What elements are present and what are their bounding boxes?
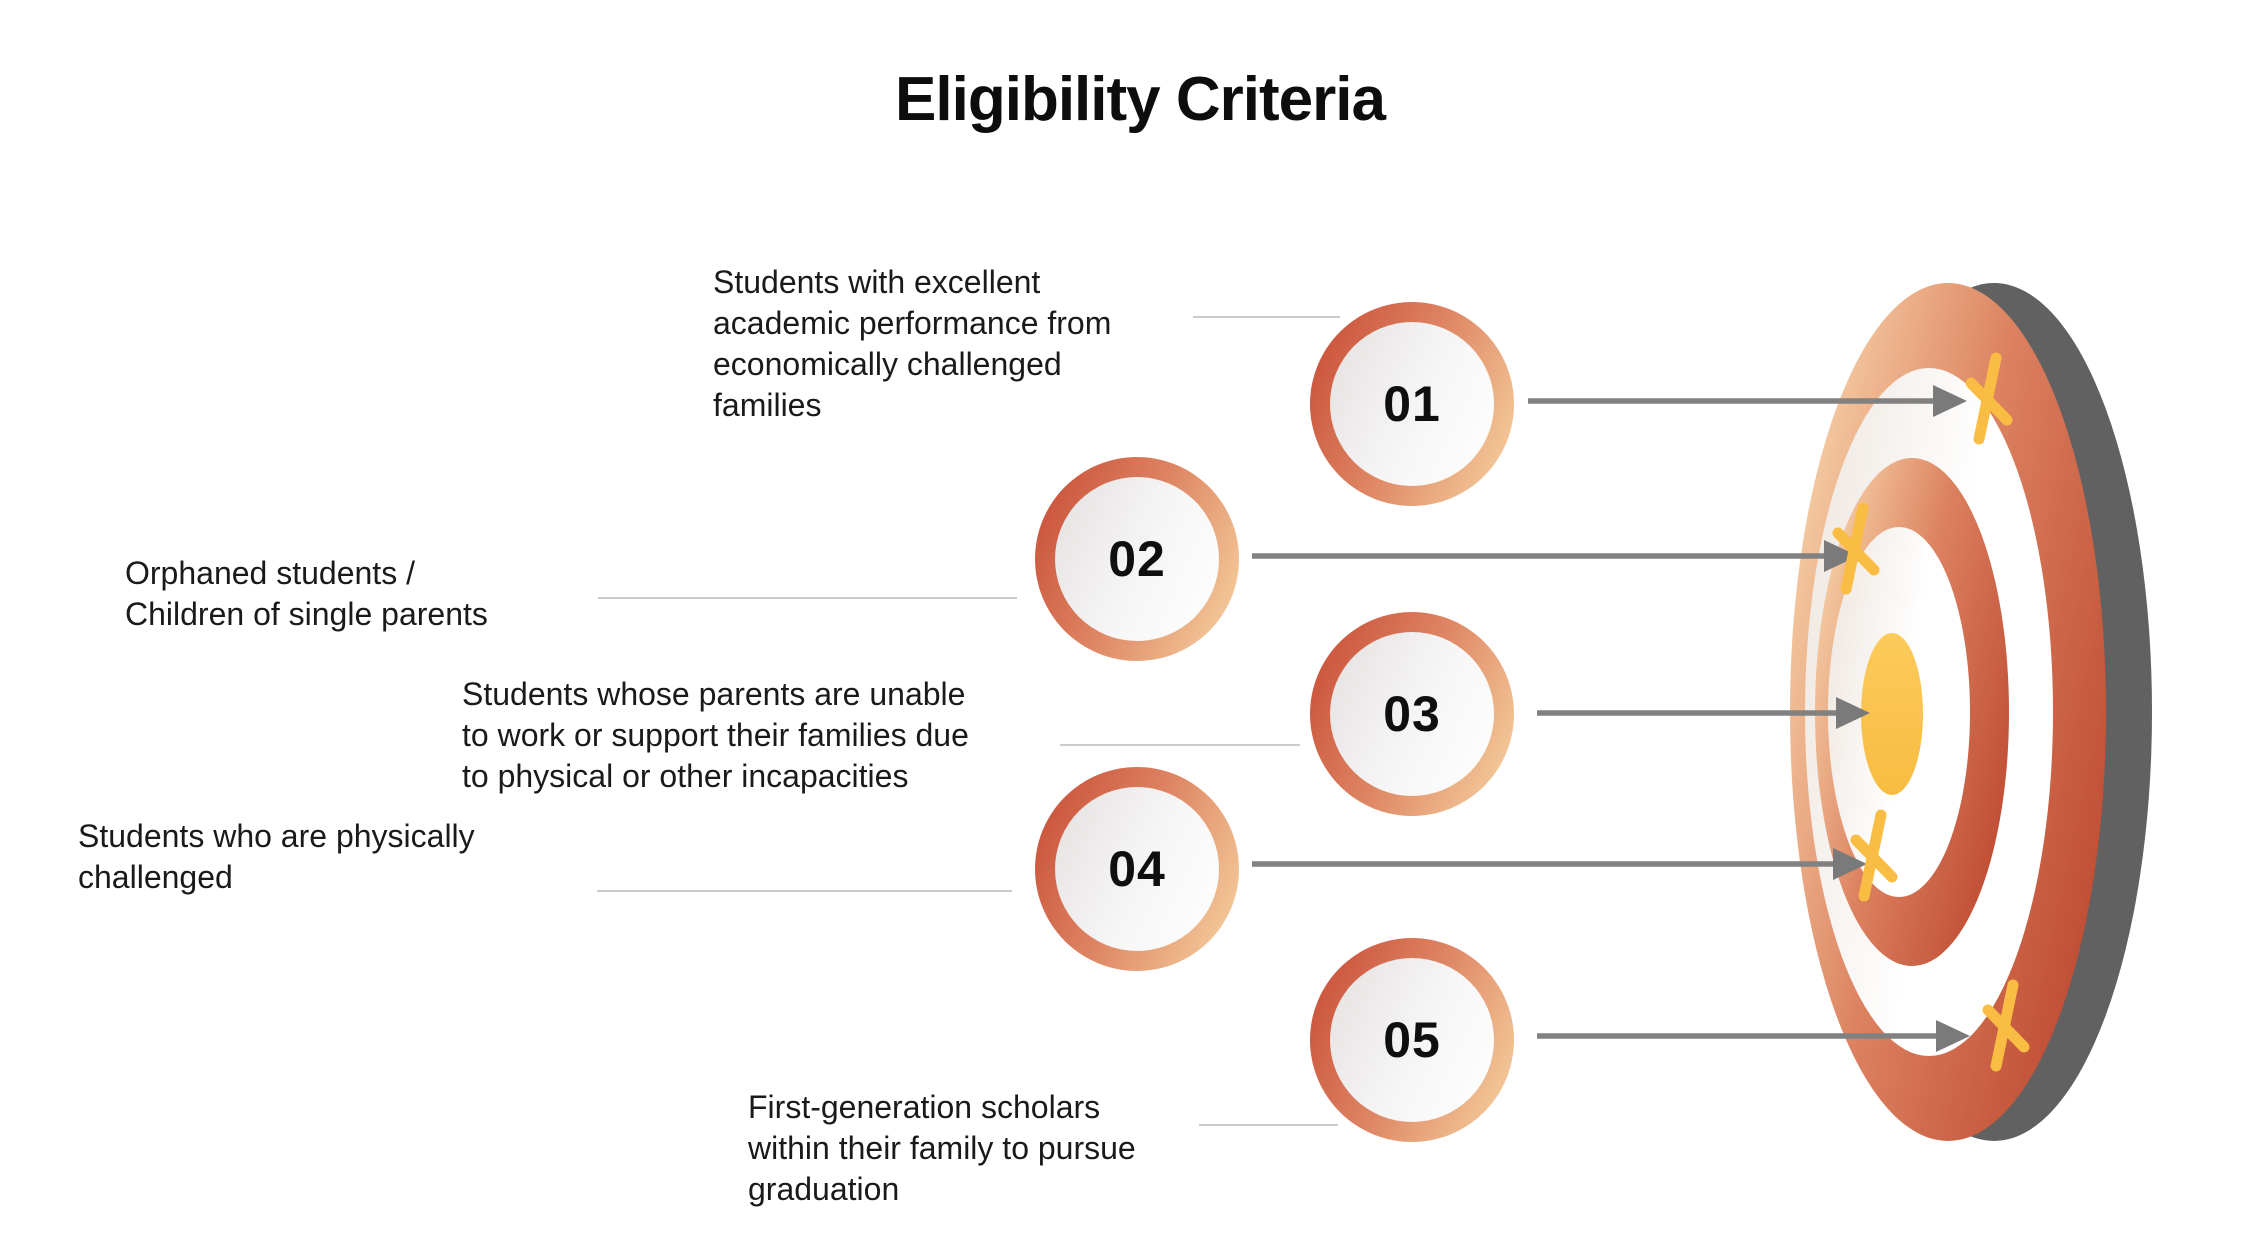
connector-line-4 bbox=[597, 890, 1012, 892]
connector-line-1 bbox=[1193, 316, 1340, 318]
badge-inner-disc: 04 bbox=[1055, 787, 1219, 951]
criterion-badge-01: 01 bbox=[1310, 302, 1514, 506]
badge-inner-disc: 02 bbox=[1055, 477, 1219, 641]
text-line: families bbox=[713, 387, 822, 423]
x-mark-4-icon bbox=[1850, 809, 1898, 902]
text-line: Students who are physically bbox=[78, 818, 475, 854]
badge-inner-disc: 01 bbox=[1330, 322, 1494, 486]
badge-number: 05 bbox=[1383, 1012, 1441, 1068]
text-line: economically challenged bbox=[713, 346, 1062, 382]
arrow-2-head-icon bbox=[1824, 540, 1858, 572]
arrow-5-head-icon bbox=[1936, 1020, 1970, 1052]
text-line: graduation bbox=[748, 1171, 900, 1207]
arrow-shafts bbox=[1252, 398, 1941, 1039]
arrow-3-head-icon bbox=[1836, 697, 1870, 729]
badge-inner-disc: 03 bbox=[1330, 632, 1494, 796]
badge-number: 03 bbox=[1383, 686, 1441, 742]
text-line: within their family to pursue bbox=[748, 1130, 1136, 1166]
criterion-text-1: Students with excellent academic perform… bbox=[713, 262, 1111, 426]
criterion-badge-04: 04 bbox=[1035, 767, 1239, 971]
bullseye-center bbox=[1861, 633, 1923, 795]
badge-inner-disc: 05 bbox=[1330, 958, 1494, 1122]
text-line: Children of single parents bbox=[125, 596, 488, 632]
text-line: First-generation scholars bbox=[748, 1089, 1101, 1125]
x-mark-5-icon bbox=[1982, 979, 2030, 1072]
connector-line-5 bbox=[1199, 1124, 1338, 1126]
text-line: Students whose parents are unable bbox=[462, 676, 966, 712]
x-mark-1-icon bbox=[1965, 352, 2013, 445]
criterion-text-3: Students whose parents are unable to wor… bbox=[462, 674, 969, 797]
text-line: challenged bbox=[78, 859, 233, 895]
criterion-badge-03: 03 bbox=[1310, 612, 1514, 816]
text-line: to work or support their families due bbox=[462, 717, 969, 753]
text-line: academic performance from bbox=[713, 305, 1112, 341]
badge-number: 04 bbox=[1108, 841, 1166, 897]
arrow-1-head-icon bbox=[1933, 385, 1967, 417]
page-title: Eligibility Criteria bbox=[895, 65, 1386, 134]
criterion-text-5: First-generation scholars within their f… bbox=[748, 1087, 1136, 1210]
criterion-text-2: Orphaned students / Children of single p… bbox=[125, 553, 488, 635]
arrow-heads bbox=[1824, 385, 1970, 1052]
criterion-text-4: Students who are physically challenged bbox=[78, 816, 475, 898]
text-line: to physical or other incapacities bbox=[462, 758, 909, 794]
text-line: Orphaned students / bbox=[125, 555, 415, 591]
connector-line-3 bbox=[1060, 744, 1300, 746]
connector-line-2 bbox=[598, 597, 1017, 599]
hit-marks bbox=[1832, 352, 2030, 1072]
text-line: Students with excellent bbox=[713, 264, 1041, 300]
badge-number: 02 bbox=[1108, 531, 1166, 587]
arrow-4-head-icon bbox=[1833, 848, 1867, 880]
criterion-badge-02: 02 bbox=[1035, 457, 1239, 661]
criterion-badge-05: 05 bbox=[1310, 938, 1514, 1142]
badge-number: 01 bbox=[1383, 376, 1441, 432]
x-mark-2-icon bbox=[1832, 502, 1880, 595]
